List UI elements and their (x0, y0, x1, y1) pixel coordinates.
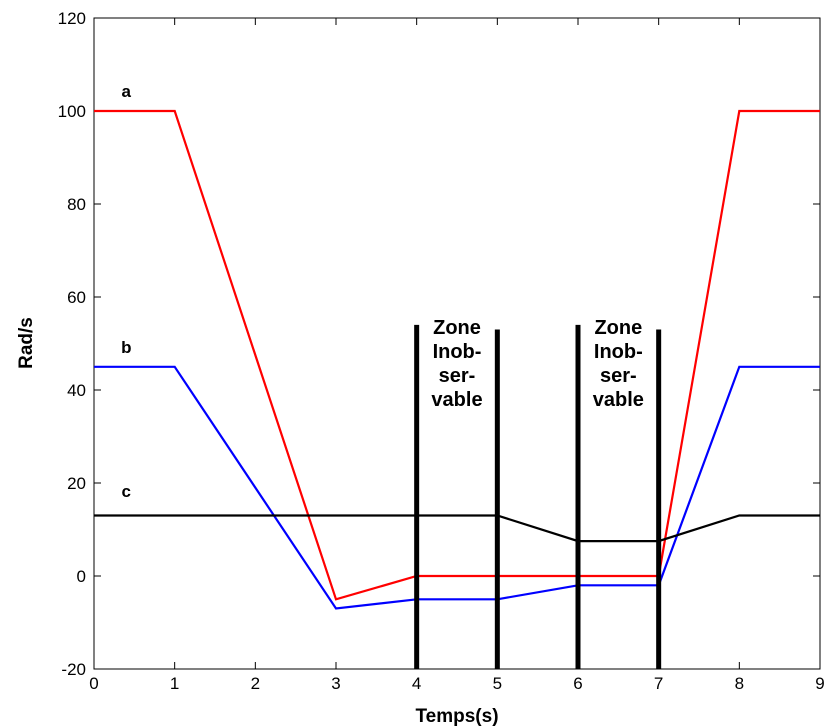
series-label-a: a (122, 82, 132, 101)
zone-annotation-line: ser- (600, 365, 637, 387)
series-line-c (94, 514, 820, 543)
zone-lines-group (414, 324, 662, 669)
x-tick-label: 9 (815, 674, 824, 693)
x-tick-label: 2 (251, 674, 260, 693)
y-tick-label: 80 (67, 195, 86, 214)
zone-annotation-line: vable (431, 389, 482, 411)
zone-annotation-line: Inob- (594, 341, 643, 363)
x-tick-label: 5 (493, 674, 502, 693)
x-tick-label: 1 (170, 674, 179, 693)
y-tick-label: 20 (67, 474, 86, 493)
y-tick-label: 0 (77, 567, 86, 586)
x-tick-label: 6 (573, 674, 582, 693)
y-tick-label: 120 (58, 9, 86, 28)
zone-annotation-line: Zone (433, 317, 481, 339)
y-tick-label: -20 (61, 660, 86, 679)
x-tick-label: 4 (412, 674, 421, 693)
series-label-b: b (121, 338, 131, 357)
zone-annotation-line: Inob- (433, 341, 482, 363)
x-tick-label: 7 (654, 674, 663, 693)
x-tick-label: 8 (735, 674, 744, 693)
y-axis-label: Rad/s (16, 317, 37, 369)
x-axis-label: Temps(s) (415, 706, 498, 727)
zone-annotation-line: ser- (439, 365, 476, 387)
x-tick-label: 3 (331, 674, 340, 693)
y-tick-label: 100 (58, 102, 86, 121)
series-label-c: c (122, 482, 131, 501)
zone-annotation-line: vable (593, 389, 644, 411)
x-tick-label: 0 (89, 674, 98, 693)
zone-annotation-line: Zone (594, 317, 642, 339)
y-tick-label: 40 (67, 381, 86, 400)
y-tick-label: 60 (67, 288, 86, 307)
